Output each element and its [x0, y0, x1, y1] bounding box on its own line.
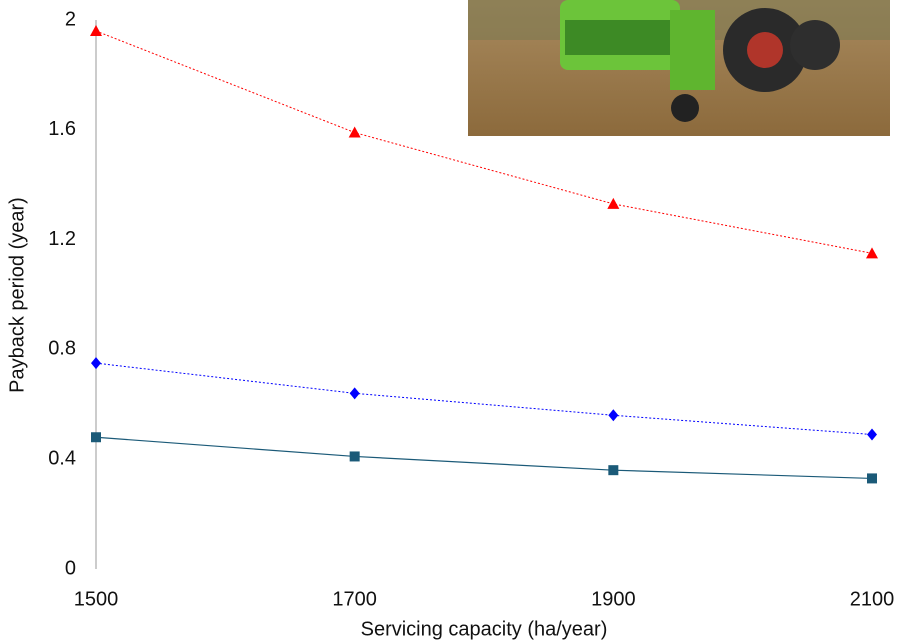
y-tick-label: 1.6 [48, 118, 76, 140]
series-line [95, 30, 873, 254]
series-line [95, 362, 873, 435]
y-tick-label: 1.2 [48, 228, 76, 250]
marker [867, 473, 877, 484]
marker [349, 451, 360, 462]
y-tick-label: 2 [65, 8, 76, 30]
x-tick-label: 2100 [850, 588, 895, 610]
marker [91, 432, 101, 443]
marker [91, 357, 101, 370]
marker [608, 465, 619, 476]
marker [866, 247, 878, 259]
y-tick-label: 0.8 [48, 338, 76, 360]
x-tick-label: 1900 [591, 588, 636, 610]
marker [348, 126, 361, 138]
marker [608, 409, 619, 422]
x-axis-label: Servicing capacity (ha/year) [361, 618, 608, 640]
y-axis-label: Payback period (year) [6, 197, 28, 393]
marker [607, 197, 620, 209]
marker [349, 387, 360, 400]
y-tick-label: 0.4 [48, 447, 76, 469]
x-tick-label: 1500 [74, 588, 119, 610]
marker [90, 24, 102, 36]
y-tick-label: 0 [65, 557, 76, 579]
series-line [95, 436, 873, 480]
x-tick-label: 1700 [332, 588, 377, 610]
marker [867, 428, 877, 441]
photo [468, 0, 890, 136]
